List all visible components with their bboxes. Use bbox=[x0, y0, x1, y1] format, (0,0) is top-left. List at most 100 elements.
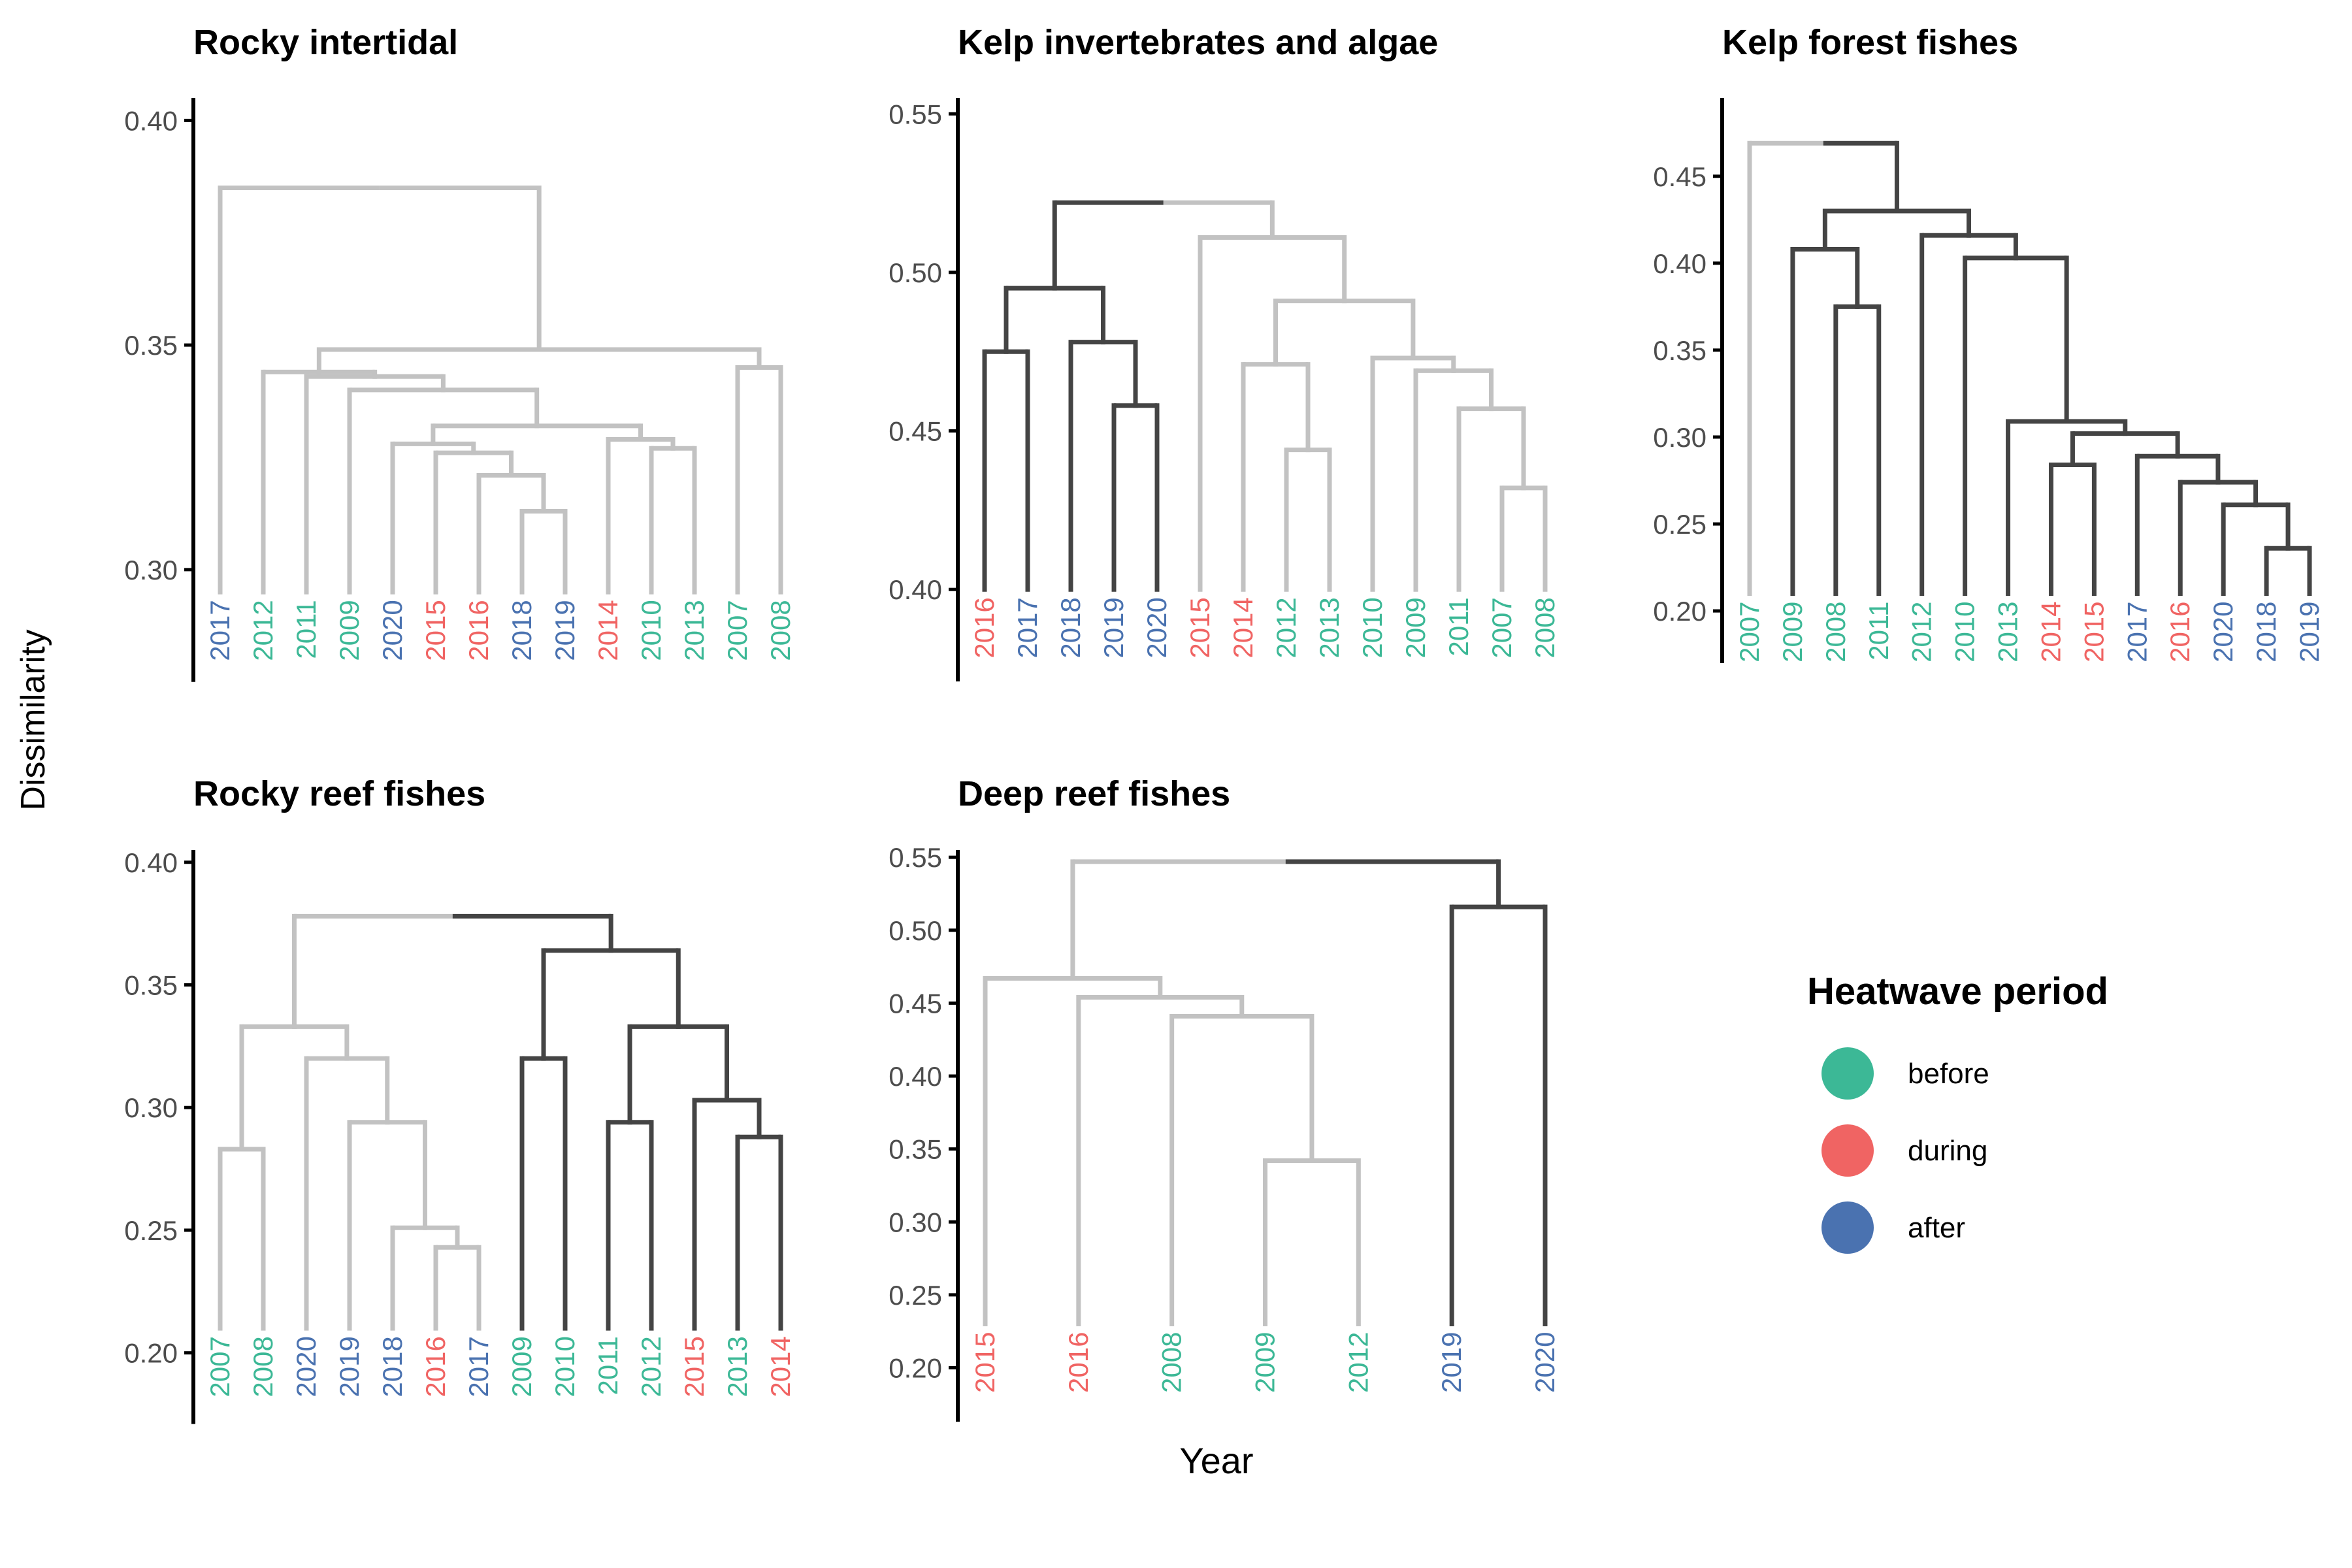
leaf-label: 2014 bbox=[765, 1336, 796, 1397]
y-axis-title: Dissimilarity bbox=[14, 629, 52, 810]
leaf-label: 2010 bbox=[1950, 601, 1980, 662]
y-tick-label: 0.35 bbox=[889, 1134, 942, 1165]
y-tick-label: 0.55 bbox=[889, 842, 942, 873]
leaf-label: 2017 bbox=[1012, 597, 1043, 658]
leaf-label: 2014 bbox=[593, 600, 623, 661]
leaf-label: 2010 bbox=[549, 1336, 580, 1397]
leaf-label: 2007 bbox=[1734, 601, 1765, 662]
y-tick-label: 0.20 bbox=[889, 1353, 942, 1384]
leaf-label: 2012 bbox=[636, 1336, 666, 1397]
dendrogram-links bbox=[218, 186, 783, 595]
leaf-label: 2013 bbox=[1993, 601, 2023, 662]
leaf-label: 2020 bbox=[291, 1336, 321, 1397]
leaf-label: 2008 bbox=[248, 1336, 278, 1397]
leaf-label: 2015 bbox=[970, 1332, 1000, 1393]
leaf-label: 2009 bbox=[1777, 601, 1808, 662]
leaf-label: 2014 bbox=[1228, 597, 1258, 658]
y-tick-label: 0.50 bbox=[889, 257, 942, 288]
x-axis-title: Year bbox=[1179, 1440, 1253, 1481]
y-tick-label: 0.55 bbox=[889, 99, 942, 129]
leaf-label: 2011 bbox=[1443, 597, 1474, 656]
y-tick-label: 0.40 bbox=[889, 1061, 942, 1092]
leaf-label: 2007 bbox=[722, 600, 753, 661]
leaf-label: 2007 bbox=[204, 1336, 235, 1397]
y-tick-label: 0.35 bbox=[124, 970, 178, 1001]
y-tick-label: 0.45 bbox=[889, 416, 942, 447]
leaf-label: 2013 bbox=[722, 1336, 753, 1397]
legend-label-during: during bbox=[1908, 1135, 1987, 1167]
legend-label-after: after bbox=[1908, 1212, 1965, 1244]
leaf-label: 2016 bbox=[1063, 1332, 1094, 1393]
y-tick-label: 0.20 bbox=[124, 1338, 178, 1369]
leaf-label: 2018 bbox=[377, 1336, 408, 1397]
panel-title: Kelp forest fishes bbox=[1722, 23, 2018, 62]
leaf-label: 2016 bbox=[420, 1336, 451, 1397]
legend-title: Heatwave period bbox=[1807, 970, 2108, 1013]
dendrogram-links bbox=[218, 913, 783, 1331]
leaf-label: 2020 bbox=[1529, 1332, 1560, 1393]
leaf-label: 2009 bbox=[1400, 597, 1431, 658]
leaf-label: 2009 bbox=[1250, 1332, 1281, 1393]
leaf-label: 2008 bbox=[1820, 601, 1851, 662]
leaf-label: 2012 bbox=[248, 600, 278, 661]
legend: Heatwave period before during after bbox=[1807, 970, 2108, 1254]
leaf-label: 2018 bbox=[506, 600, 537, 661]
legend-swatch-before bbox=[1821, 1047, 1874, 1100]
dendrogram-panel: Deep reef fishes 0.20 0.25 0.30 0.35 0.40 0.45… bbox=[889, 774, 1560, 1422]
y-tick-label: 0.40 bbox=[124, 847, 178, 878]
leaf-label: 2016 bbox=[969, 597, 1000, 658]
leaf-label: 2020 bbox=[377, 600, 408, 661]
panel-title: Kelp invertebrates and algae bbox=[958, 23, 1438, 62]
y-tick-label: 0.30 bbox=[124, 555, 178, 585]
leaf-label: 2017 bbox=[463, 1336, 494, 1397]
dendrogram-panel: Kelp forest fishes 0.20 0.25 0.30 0.35 0.40 0.… bbox=[1653, 23, 2325, 663]
leaf-label: 2020 bbox=[1141, 597, 1172, 658]
leaf-label: 2017 bbox=[2121, 601, 2152, 662]
y-tick-label: 0.30 bbox=[1653, 422, 1707, 453]
legend-items: before during after bbox=[1821, 1047, 1989, 1254]
dendrogram-panels: Rocky intertidal 0.30 0.35 0.40 2017 2012 2011… bbox=[124, 23, 2325, 1424]
leaf-label: 2015 bbox=[420, 600, 451, 661]
leaf-label: 2012 bbox=[1343, 1332, 1373, 1393]
leaf-label: 2019 bbox=[549, 600, 580, 661]
leaf-label: 2018 bbox=[1055, 597, 1086, 658]
leaf-label: 2017 bbox=[204, 600, 235, 661]
leaf-label: 2012 bbox=[1906, 601, 1937, 662]
leaf-label: 2011 bbox=[291, 600, 321, 659]
leaf-label: 2015 bbox=[1184, 597, 1215, 658]
leaf-label: 2019 bbox=[1436, 1332, 1467, 1393]
leaf-label: 2016 bbox=[2164, 601, 2195, 662]
y-tick-label: 0.40 bbox=[124, 105, 178, 136]
y-tick-label: 0.25 bbox=[124, 1215, 178, 1246]
leaf-label: 2014 bbox=[2035, 601, 2066, 662]
leaf-label: 2009 bbox=[506, 1336, 537, 1397]
leaf-label: 2007 bbox=[1486, 597, 1517, 658]
y-tick-label: 0.35 bbox=[1653, 335, 1707, 366]
panel-title: Deep reef fishes bbox=[958, 774, 1230, 813]
dendrogram-panel: Rocky reef fishes 0.20 0.25 0.30 0.35 0.40 200… bbox=[124, 774, 796, 1424]
leaf-label: 2011 bbox=[1863, 601, 1894, 660]
leaf-label: 2013 bbox=[1314, 597, 1345, 658]
y-tick-label: 0.40 bbox=[889, 574, 942, 605]
leaf-label: 2009 bbox=[334, 600, 365, 661]
y-tick-label: 0.50 bbox=[889, 915, 942, 946]
leaf-label: 2008 bbox=[765, 600, 796, 661]
panel-title: Rocky intertidal bbox=[193, 23, 458, 62]
y-tick-label: 0.40 bbox=[1653, 248, 1707, 279]
y-tick-label: 0.45 bbox=[889, 988, 942, 1019]
legend-swatch-during bbox=[1821, 1124, 1874, 1177]
y-tick-label: 0.25 bbox=[1653, 509, 1707, 540]
y-tick-label: 0.45 bbox=[1653, 161, 1707, 192]
leaf-label: 2012 bbox=[1271, 597, 1301, 658]
y-tick-label: 0.30 bbox=[124, 1092, 178, 1123]
panel-title: Rocky reef fishes bbox=[193, 774, 485, 813]
dendrogram-links bbox=[982, 200, 1548, 592]
y-tick-label: 0.20 bbox=[1653, 596, 1707, 627]
dendrogram-panel: Kelp invertebrates and algae 0.40 0.45 0.50… bbox=[889, 23, 1560, 681]
leaf-label: 2018 bbox=[2251, 601, 2281, 662]
legend-label-before: before bbox=[1908, 1058, 1989, 1090]
leaf-label: 2010 bbox=[636, 600, 666, 661]
dendrogram-links bbox=[983, 859, 1548, 1327]
leaf-label: 2019 bbox=[2294, 601, 2325, 662]
